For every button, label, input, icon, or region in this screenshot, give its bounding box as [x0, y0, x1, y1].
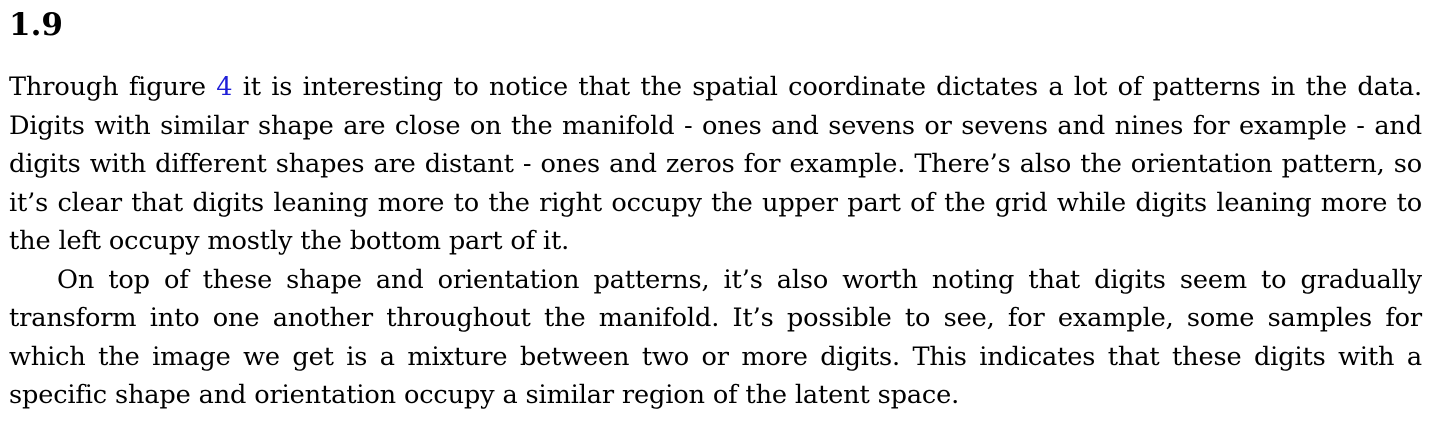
- document-page: 1.9 Through figure 4 it is interesting t…: [9, 0, 1422, 415]
- paragraph-text-rest: it is interesting to notice that the spa…: [9, 72, 1422, 256]
- section-number-heading: 1.9: [9, 7, 63, 43]
- paragraph-figure-patterns: Through figure 4 it is interesting to no…: [9, 68, 1422, 261]
- figure-reference-link[interactable]: 4: [216, 72, 233, 102]
- paragraph-manifold-transform: On top of these shape and orientation pa…: [9, 264, 1422, 411]
- paragraph-text-start: Through figure: [9, 72, 217, 102]
